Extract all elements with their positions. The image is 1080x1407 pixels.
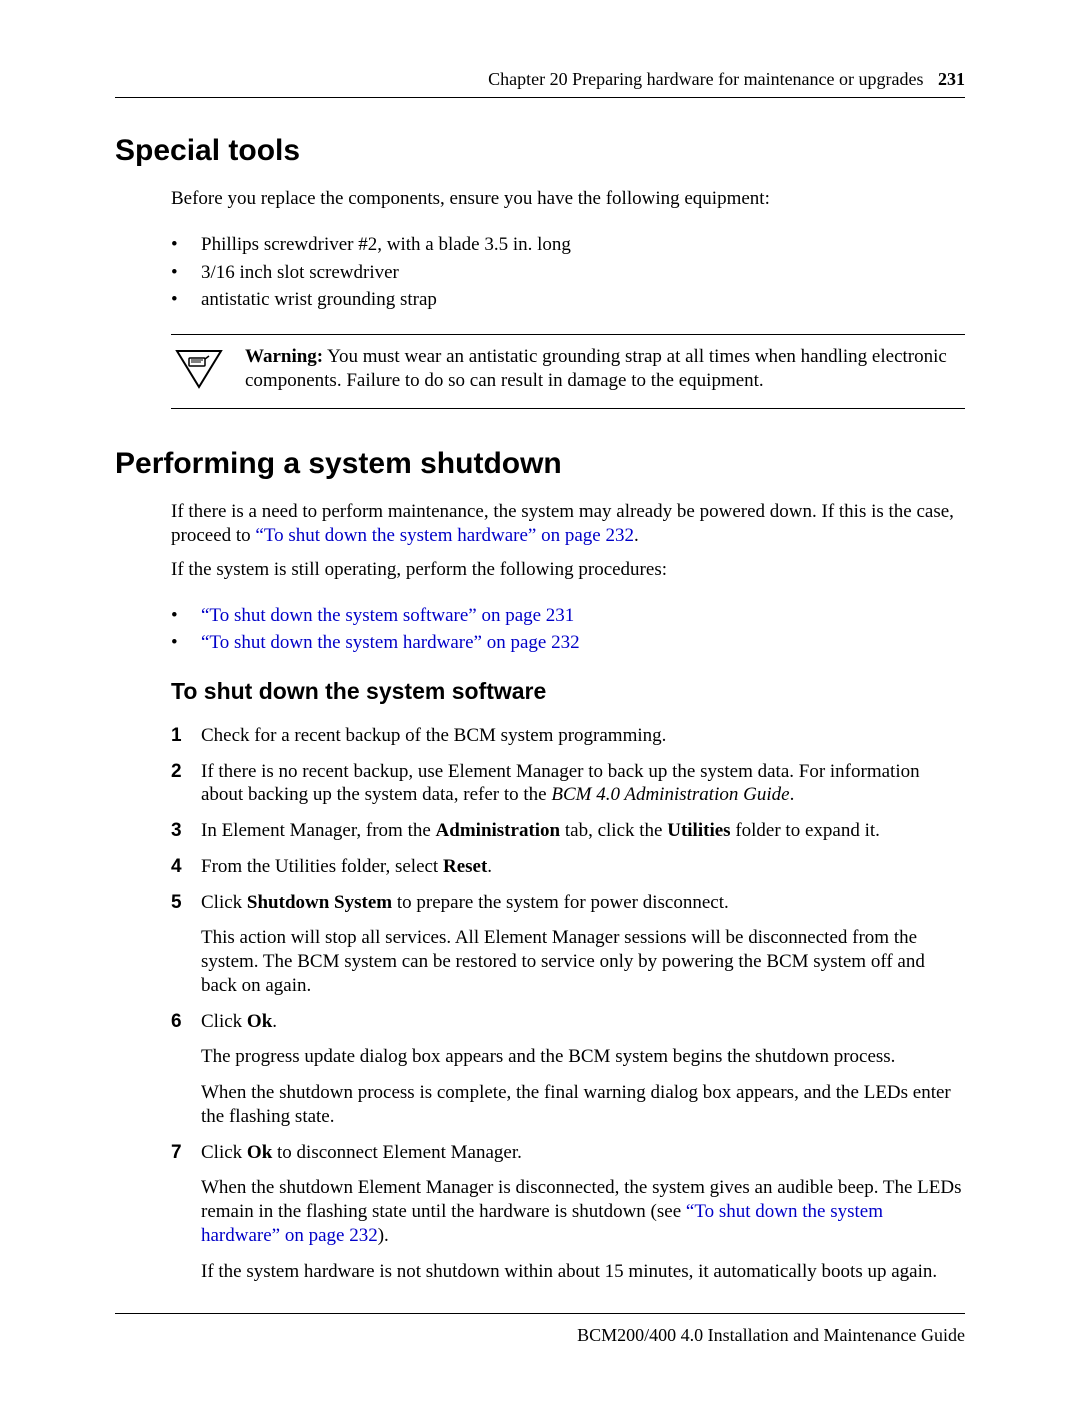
step: 7 Click Ok to disconnect Element Manager… (171, 1141, 965, 1284)
text-run: From the Utilities folder, select (201, 856, 443, 877)
link-hardware-shutdown[interactable]: “To shut down the system hardware” on pa… (201, 632, 580, 653)
warning-text: Warning: You must wear an antistatic gro… (245, 345, 965, 393)
step: 1 Check for a recent backup of the BCM s… (171, 724, 965, 748)
text-run: tab, click the (560, 820, 667, 841)
note-icon (171, 345, 227, 398)
text-bold: Ok (247, 1011, 272, 1032)
link-hardware-shutdown[interactable]: “To shut down the system hardware” on pa… (255, 525, 634, 546)
step-note: When the shutdown process is complete, t… (201, 1081, 965, 1129)
step-number: 5 (171, 891, 201, 998)
text-run: . (790, 784, 795, 805)
step: 4 From the Utilities folder, select Rese… (171, 855, 965, 879)
step: 6 Click Ok. The progress update dialog b… (171, 1010, 965, 1129)
paragraph: If the system is still operating, perfor… (171, 558, 965, 582)
text-run: . (272, 1011, 277, 1032)
step-note: If the system hardware is not shutdown w… (201, 1260, 965, 1284)
text-bold: Shutdown System (247, 892, 392, 913)
heading-system-shutdown: Performing a system shutdown (115, 445, 965, 483)
heading-shutdown-software: To shut down the system software (171, 677, 965, 706)
special-tools-intro: Before you replace the components, ensur… (171, 187, 965, 211)
text-run: ). (378, 1225, 389, 1246)
text-run: to disconnect Element Manager. (272, 1142, 522, 1163)
text-run: Click (201, 1142, 247, 1163)
step-number: 6 (171, 1010, 201, 1129)
step-note: The progress update dialog box appears a… (201, 1045, 965, 1069)
heading-special-tools: Special tools (115, 132, 965, 170)
page-header: Chapter 20 Preparing hardware for mainte… (115, 68, 965, 98)
text-run: to prepare the system for power disconne… (392, 892, 729, 913)
step-text: From the Utilities folder, select Reset. (201, 855, 965, 879)
text-italic: BCM 4.0 Administration Guide (551, 784, 789, 805)
shutdown-intro: If there is a need to perform maintenanc… (171, 500, 965, 581)
intro-text: Before you replace the components, ensur… (171, 187, 965, 211)
step-text: If there is no recent backup, use Elemen… (201, 760, 965, 808)
list-item: “To shut down the system software” on pa… (171, 604, 965, 628)
text-run: folder to expand it. (731, 820, 880, 841)
procedure-links: “To shut down the system software” on pa… (171, 604, 965, 656)
text-run: . (487, 856, 492, 877)
text-run: Click (201, 1011, 247, 1032)
text-run: In Element Manager, from the (201, 820, 436, 841)
step: 5 Click Shutdown System to prepare the s… (171, 891, 965, 998)
warning-callout: Warning: You must wear an antistatic gro… (171, 334, 965, 409)
text-bold: Utilities (667, 820, 730, 841)
step-note: This action will stop all services. All … (201, 926, 965, 997)
text-bold: Reset (443, 856, 487, 877)
step-note: When the shutdown Element Manager is dis… (201, 1176, 965, 1247)
step-text: Click Ok. (201, 1010, 965, 1034)
tools-list: Phillips screwdriver #2, with a blade 3.… (171, 233, 965, 312)
paragraph: If there is a need to perform maintenanc… (171, 500, 965, 548)
warning-label: Warning: (245, 346, 323, 367)
step-number: 3 (171, 819, 201, 843)
text-bold: Administration (436, 820, 561, 841)
page-number: 231 (938, 69, 965, 89)
step-number: 2 (171, 760, 201, 808)
list-item: Phillips screwdriver #2, with a blade 3.… (171, 233, 965, 257)
step-text: Click Shutdown System to prepare the sys… (201, 891, 965, 915)
step-number: 1 (171, 724, 201, 748)
page-footer: BCM200/400 4.0 Installation and Maintena… (115, 1313, 965, 1347)
link-software-shutdown[interactable]: “To shut down the system software” on pa… (201, 605, 574, 626)
text-run: Click (201, 892, 247, 913)
list-item: 3/16 inch slot screwdriver (171, 261, 965, 285)
step: 2 If there is no recent backup, use Elem… (171, 760, 965, 808)
step-number: 4 (171, 855, 201, 879)
step-text: Check for a recent backup of the BCM sys… (201, 724, 965, 748)
step: 3 In Element Manager, from the Administr… (171, 819, 965, 843)
step-text: In Element Manager, from the Administrat… (201, 819, 965, 843)
steps-list: 1 Check for a recent backup of the BCM s… (171, 724, 965, 1284)
step-number: 7 (171, 1141, 201, 1284)
chapter-label: Chapter 20 Preparing hardware for mainte… (488, 69, 923, 89)
text-run: . (634, 525, 639, 546)
list-item: “To shut down the system hardware” on pa… (171, 631, 965, 655)
text-bold: Ok (247, 1142, 272, 1163)
warning-body: You must wear an antistatic grounding st… (245, 346, 947, 391)
step-text: Click Ok to disconnect Element Manager. (201, 1141, 965, 1165)
list-item: antistatic wrist grounding strap (171, 288, 965, 312)
